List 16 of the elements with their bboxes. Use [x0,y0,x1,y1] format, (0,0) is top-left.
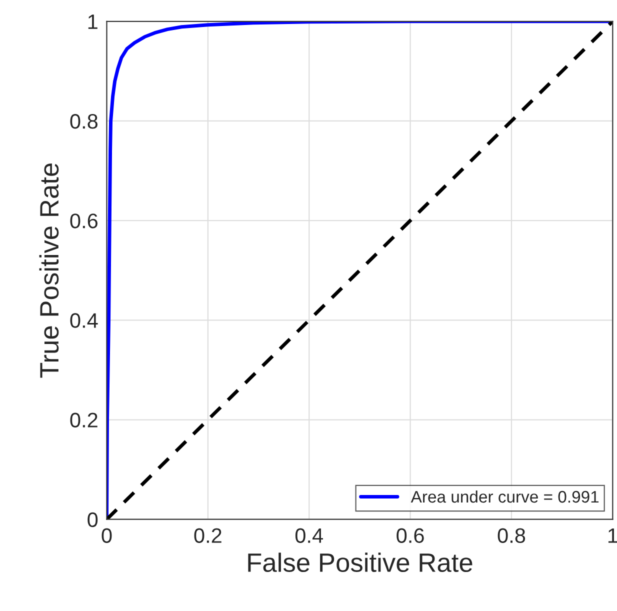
x-tick-label: 1 [608,528,617,543]
x-tick-label: 0.4 [295,528,323,543]
x-tick-label: 0 [102,528,112,543]
legend-label: Area under curve = 0.991 [410,490,599,503]
x-tick-label: 0.2 [194,528,222,543]
y-tick-label: 0.8 [70,114,98,129]
x-tick-label: 0.8 [498,528,526,543]
y-tick-label: 0.2 [70,412,98,428]
y-tick-label: 0.6 [70,214,98,228]
y-tick-label: 0.4 [70,313,98,328]
y-tick-label: 1 [88,14,98,29]
y-axis-title: True Positive Rate [39,163,59,378]
x-axis-title: False Positive Rate [248,552,472,572]
x-tick-label: 0.6 [396,528,424,543]
y-tick-label: 0 [88,512,98,528]
line-series [106,21,613,520]
